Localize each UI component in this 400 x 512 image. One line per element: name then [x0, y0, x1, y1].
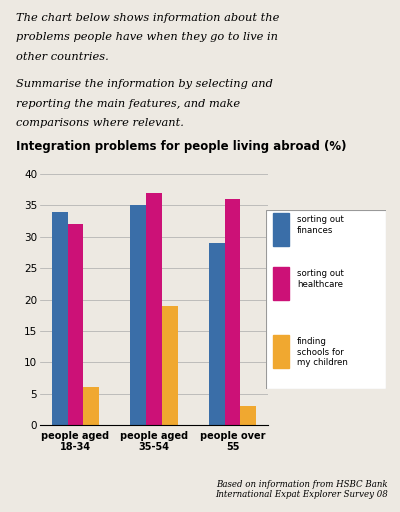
Bar: [130, 205, 146, 425]
Bar: [273, 335, 289, 368]
Text: Based on information from HSBC Bank
International Expat Explorer Survey 08: Based on information from HSBC Bank Inte…: [215, 480, 388, 499]
Text: Summarise the information by selecting and: Summarise the information by selecting a…: [16, 79, 273, 90]
Text: The chart below shows information about the: The chart below shows information about …: [16, 13, 279, 23]
Text: Integration problems for people living abroad (%): Integration problems for people living a…: [16, 140, 346, 153]
Text: other countries.: other countries.: [16, 52, 109, 62]
Text: sorting out
healthcare: sorting out healthcare: [297, 269, 344, 289]
Bar: [52, 212, 68, 425]
Text: comparisons where relevant.: comparisons where relevant.: [16, 118, 184, 129]
FancyBboxPatch shape: [266, 210, 386, 389]
Bar: [146, 193, 162, 425]
Bar: [240, 406, 256, 425]
Bar: [225, 199, 240, 425]
Text: sorting out
finances: sorting out finances: [297, 216, 344, 235]
Text: problems people have when they go to live in: problems people have when they go to liv…: [16, 32, 278, 42]
Bar: [68, 224, 83, 425]
Bar: [273, 267, 289, 300]
Bar: [162, 306, 178, 425]
Bar: [273, 213, 289, 246]
Bar: [83, 387, 99, 425]
Text: reporting the main features, and make: reporting the main features, and make: [16, 99, 240, 109]
Text: finding
schools for
my children: finding schools for my children: [297, 337, 348, 367]
Bar: [209, 243, 225, 425]
